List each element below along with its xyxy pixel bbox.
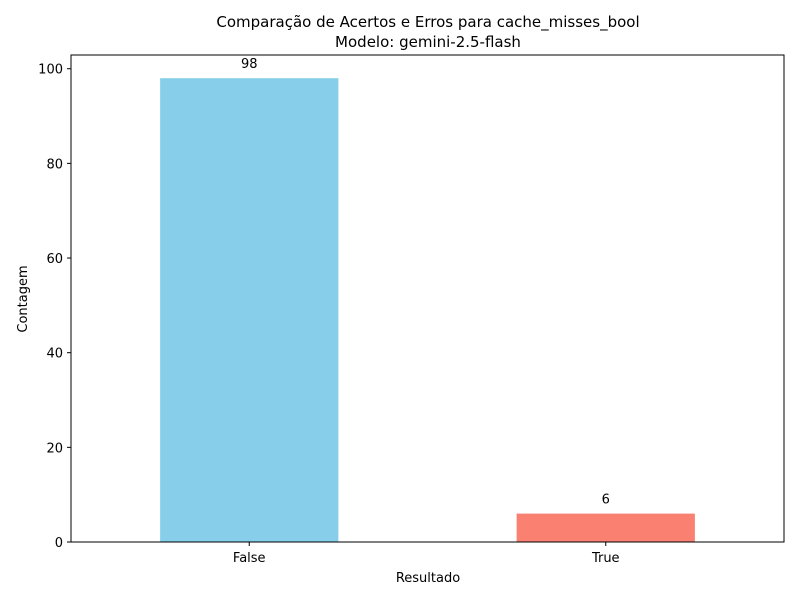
bar-true	[516, 513, 695, 542]
y-axis-label: Contagem	[16, 265, 31, 332]
data-label-true: 6	[602, 493, 610, 508]
y-tick-label-20: 20	[46, 441, 63, 456]
x-tick-label-true: True	[591, 551, 620, 566]
data-label-false: 98	[241, 57, 258, 72]
plot-area: 98 False 6 True 0 20 40 60 80 100	[38, 54, 785, 566]
y-tick-label-100: 100	[38, 63, 63, 78]
y-tick-label-40: 40	[46, 347, 63, 362]
plot-frame	[70, 54, 785, 543]
bar-false	[160, 78, 339, 542]
y-tick-label-80: 80	[46, 157, 63, 172]
x-axis-label: Resultado	[396, 571, 460, 586]
chart-subtitle: Modelo: gemini-2.5-flash	[335, 33, 521, 51]
y-tick-label-0: 0	[55, 536, 63, 551]
x-tick-label-false: False	[233, 551, 266, 566]
chart-title: Comparação de Acertos e Erros para cache…	[216, 13, 639, 32]
y-tick-label-60: 60	[46, 252, 63, 267]
